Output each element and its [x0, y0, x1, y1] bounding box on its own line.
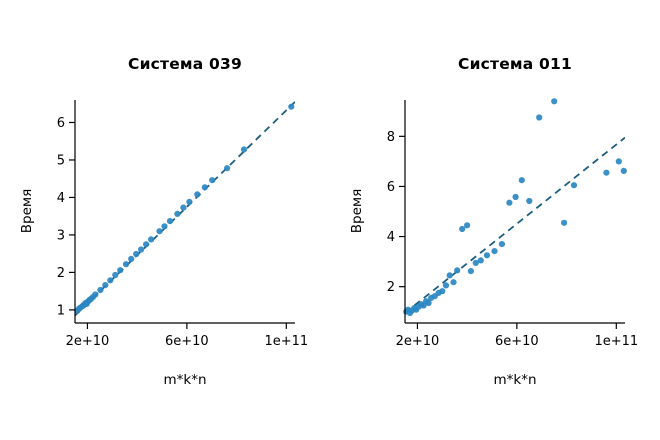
data-point — [526, 197, 533, 205]
data-point — [615, 158, 622, 165]
x-tick-label: 6e+10 — [495, 334, 539, 349]
data-point — [224, 165, 231, 172]
chart-panel-system-039: Система 039 Время 2e+10 6e+10 1e+11 1 2 3 4 5 6 … — [19, 55, 308, 388]
data-point — [112, 271, 119, 279]
data-points — [74, 103, 295, 314]
data-point — [97, 286, 104, 294]
data-point — [194, 191, 201, 198]
data-point — [240, 146, 248, 153]
y-tick-label: 4 — [387, 230, 395, 245]
data-point — [561, 219, 568, 226]
data-point — [117, 267, 124, 274]
data-point — [156, 228, 163, 235]
data-point — [506, 199, 513, 206]
y-tick-label: 8 — [387, 130, 395, 145]
x-tick-label: 2e+10 — [396, 334, 440, 349]
data-point — [454, 267, 461, 274]
data-point — [148, 236, 155, 243]
y-tick-label: 6 — [387, 180, 395, 195]
scatter-plot-039: 2e+10 6e+10 1e+11 1 2 3 4 5 6 — [57, 100, 308, 349]
chart-panel-system-011: Система 011 Время 2e+10 6e+10 1e+11 2 4 6 8 m*… — [330, 0, 660, 440]
data-point — [133, 250, 140, 258]
data-point — [201, 184, 208, 191]
scatter-plot-011: 2e+10 6e+10 1e+11 2 4 6 8 — [387, 98, 638, 349]
data-point — [551, 98, 558, 105]
data-point — [512, 193, 519, 201]
y-tick-label: 4 — [57, 191, 65, 206]
chart-title-011: Система 011 — [458, 55, 572, 73]
trend-line — [405, 136, 625, 314]
data-point — [122, 261, 130, 268]
data-point — [107, 277, 114, 284]
y-tick-label: 5 — [57, 153, 65, 168]
data-point — [536, 114, 543, 121]
data-point — [209, 177, 216, 184]
data-point — [92, 291, 99, 298]
x-tick-label: 1e+11 — [264, 334, 308, 349]
data-points — [403, 98, 627, 317]
data-point — [518, 177, 525, 184]
y-tick-label: 3 — [57, 228, 65, 243]
data-point — [288, 103, 295, 110]
data-point — [174, 210, 181, 217]
data-point — [450, 279, 457, 286]
data-point — [491, 248, 498, 255]
data-point — [472, 259, 479, 266]
data-point — [138, 246, 145, 253]
data-point — [102, 282, 109, 289]
data-point — [128, 255, 135, 262]
data-point — [498, 241, 505, 248]
x-tick-label: 2e+10 — [66, 334, 110, 349]
data-point — [161, 223, 168, 230]
data-point — [477, 257, 484, 264]
data-point — [439, 288, 446, 295]
data-point — [442, 282, 450, 289]
chart-title-039: Система 039 — [128, 55, 242, 73]
data-point — [186, 198, 193, 205]
y-tick-label: 2 — [387, 280, 395, 295]
data-point — [483, 252, 491, 259]
data-point — [180, 204, 187, 211]
data-point — [620, 167, 627, 174]
axes — [69, 100, 295, 329]
axes — [399, 100, 625, 329]
data-point — [446, 272, 453, 279]
data-point — [603, 169, 610, 176]
x-axis-label-011: m*k*n — [493, 372, 537, 388]
data-point — [459, 225, 466, 233]
x-axis-label-039: m*k*n — [163, 372, 207, 388]
x-tick-label: 6e+10 — [165, 334, 209, 349]
x-tick-label: 1e+11 — [594, 334, 638, 349]
y-tick-label: 1 — [57, 303, 65, 318]
data-point — [166, 218, 174, 225]
y-tick-label: 2 — [57, 266, 65, 281]
data-point — [143, 241, 150, 248]
data-point — [467, 268, 474, 275]
data-point — [464, 222, 471, 229]
data-point — [570, 182, 578, 189]
y-tick-label: 6 — [57, 116, 65, 131]
data-point — [425, 299, 432, 307]
